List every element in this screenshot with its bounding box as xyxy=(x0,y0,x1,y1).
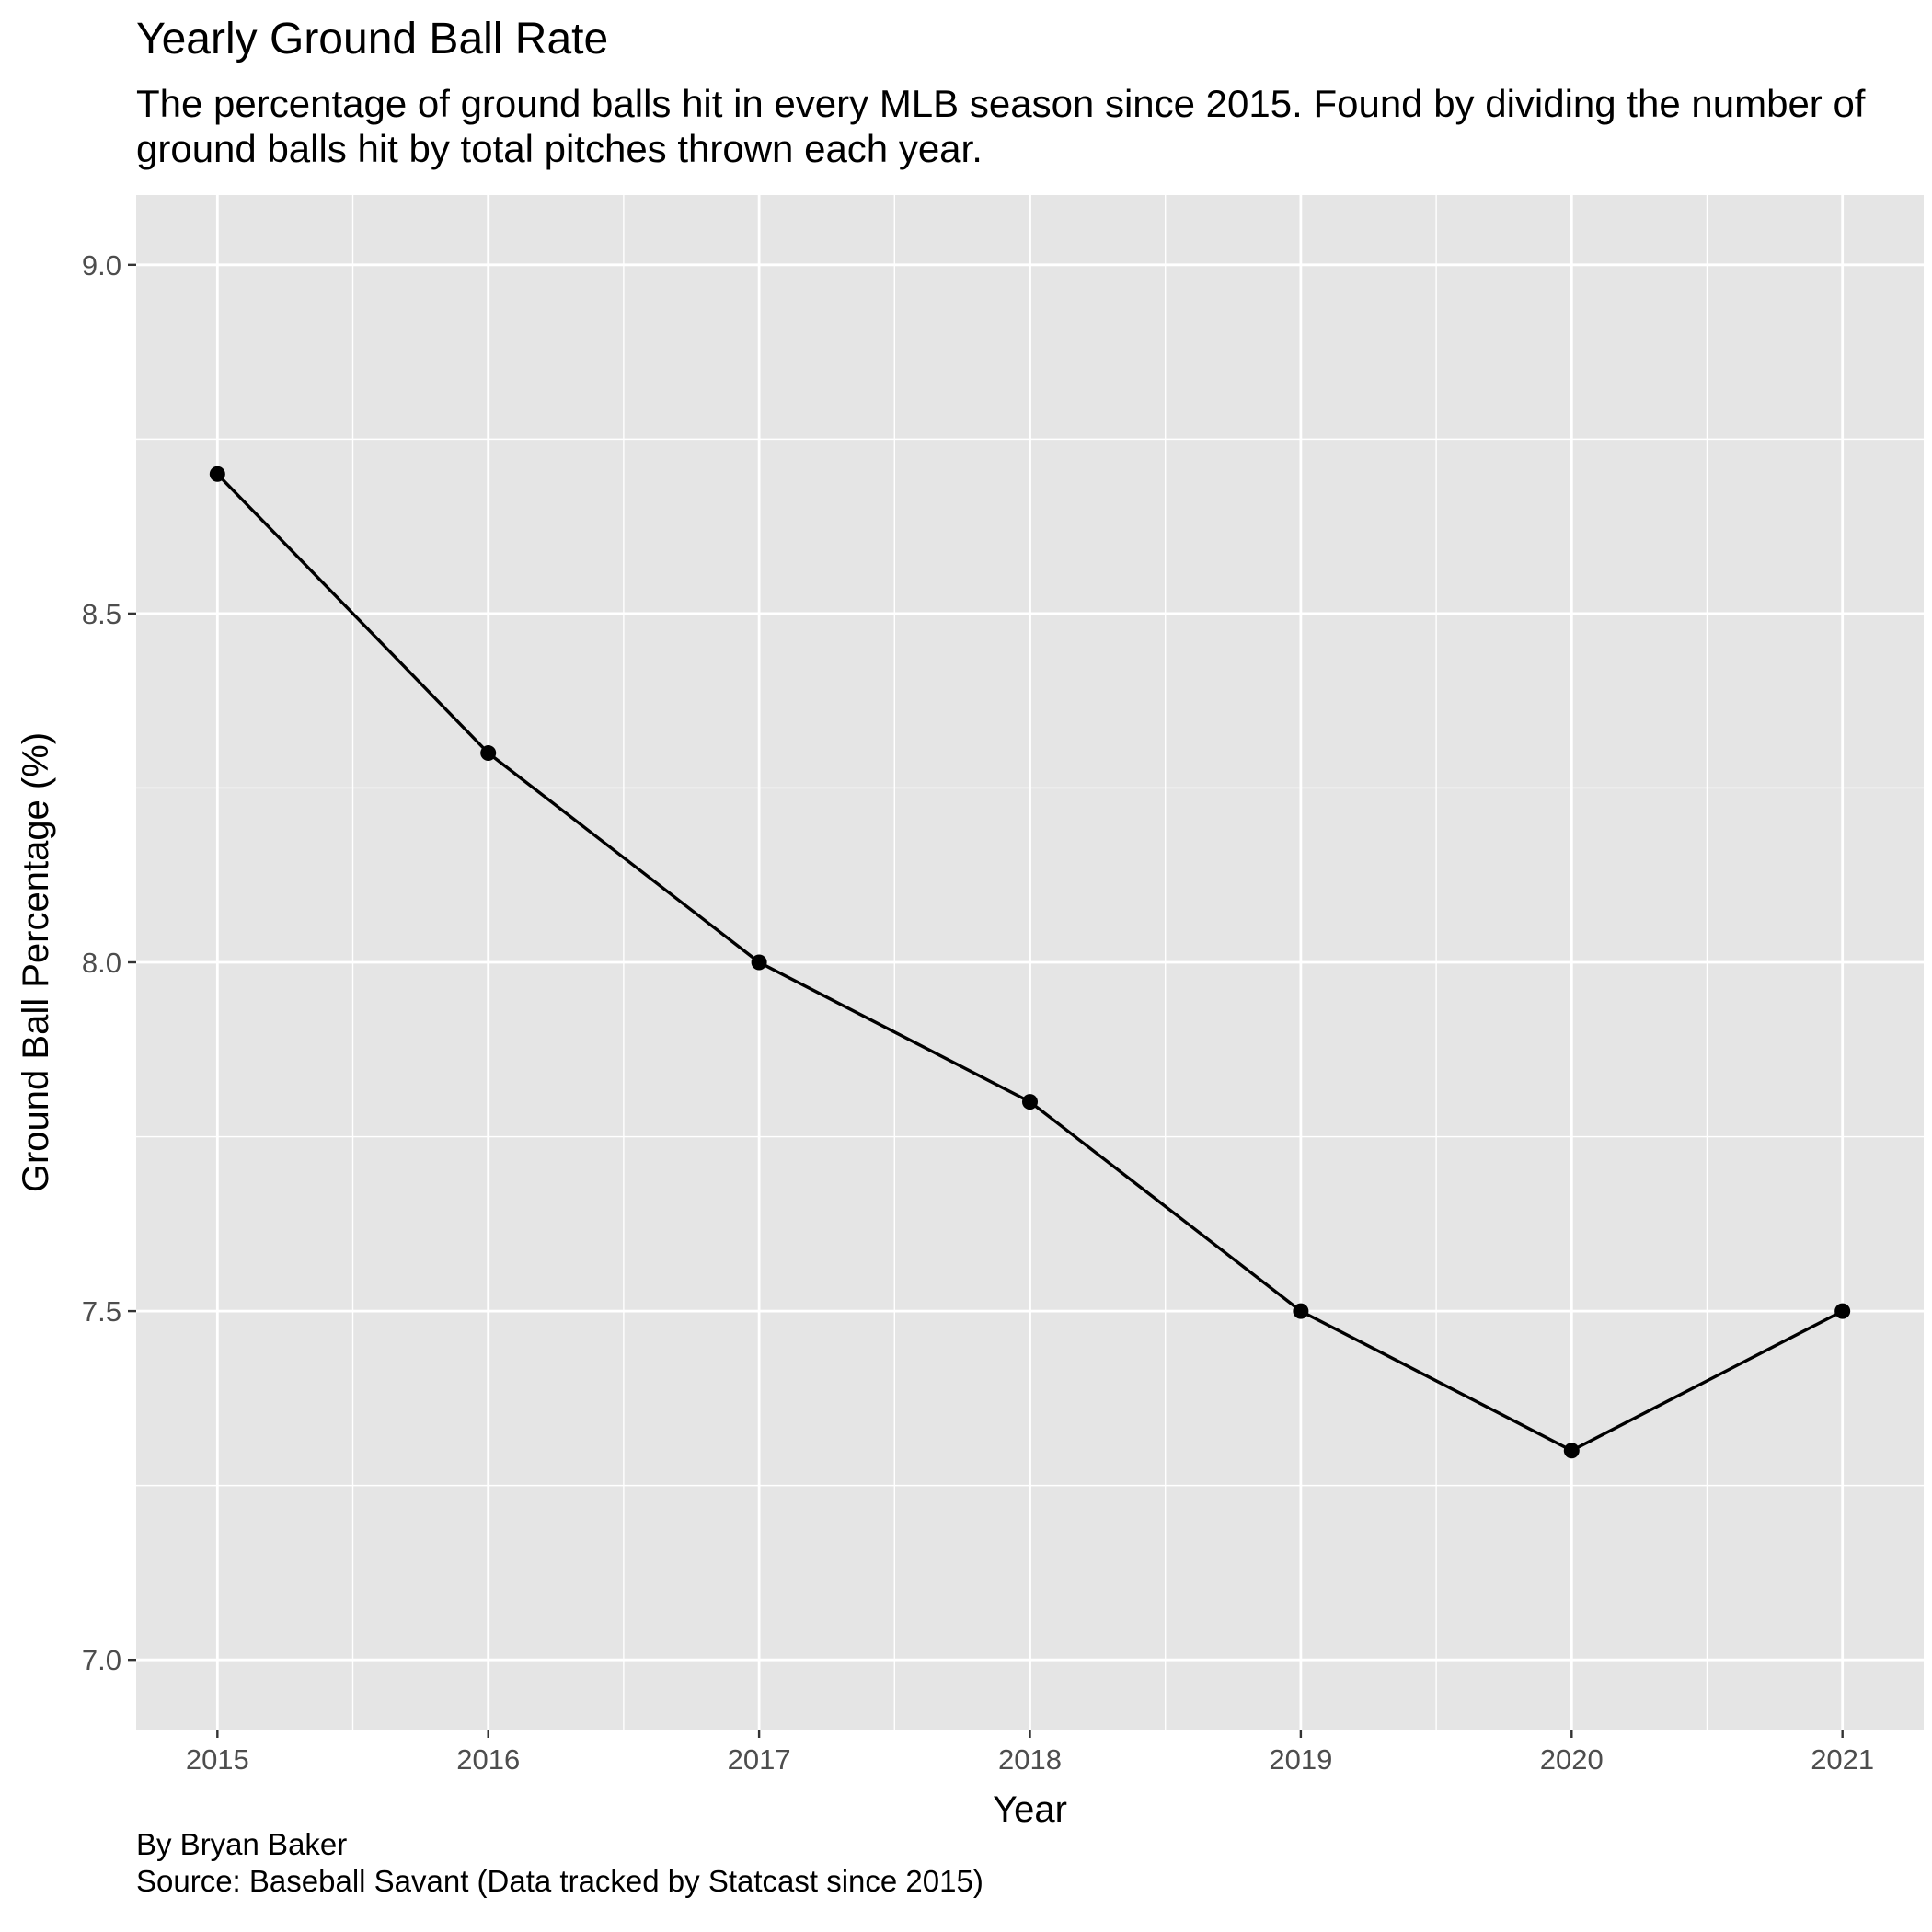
x-tick-label: 2019 xyxy=(1269,1743,1332,1776)
data-point-2019 xyxy=(1293,1303,1309,1319)
x-tick-label: 2020 xyxy=(1540,1743,1604,1776)
data-point-2017 xyxy=(751,954,767,971)
data-point-2018 xyxy=(1022,1094,1038,1110)
caption: By Bryan Baker Source: Baseball Savant (… xyxy=(136,1826,983,1900)
caption-source: Source: Baseball Savant (Data tracked by… xyxy=(136,1864,983,1898)
caption-author: By Bryan Baker xyxy=(136,1827,348,1861)
axis-ticks xyxy=(128,263,1844,1738)
chart-title: Yearly Ground Ball Rate xyxy=(136,15,609,63)
data-point-2021 xyxy=(1834,1303,1851,1319)
y-tick-label: 7.5 xyxy=(82,1295,121,1328)
data-point-2020 xyxy=(1563,1443,1580,1459)
data-point-2015 xyxy=(209,466,225,482)
y-tick-label: 8.0 xyxy=(82,947,121,979)
data-point-2016 xyxy=(480,745,497,762)
series-ground-ball-percentage xyxy=(209,466,1851,1459)
x-tick-label: 2018 xyxy=(998,1743,1062,1776)
x-tick-label: 2021 xyxy=(1811,1743,1874,1776)
y-tick-label: 7.0 xyxy=(82,1644,121,1676)
y-axis-title: Ground Ball Percentage (%) xyxy=(16,732,56,1192)
x-tick-label: 2016 xyxy=(456,1743,520,1776)
y-axis-tick-labels: 7.0 7.5 8.0 8.5 9.0 xyxy=(82,249,121,1676)
major-gridlines xyxy=(136,195,1924,1730)
chart-subtitle: The percentage of ground balls hit in ev… xyxy=(136,82,1866,170)
x-tick-label: 2017 xyxy=(728,1743,791,1776)
y-tick-label: 9.0 xyxy=(82,249,121,282)
x-axis-tick-labels: 2015 2016 2017 2018 2019 2020 2021 xyxy=(186,1743,1874,1776)
y-tick-label: 8.5 xyxy=(82,598,121,630)
x-axis-title: Year xyxy=(993,1789,1067,1830)
x-tick-label: 2015 xyxy=(186,1743,249,1776)
